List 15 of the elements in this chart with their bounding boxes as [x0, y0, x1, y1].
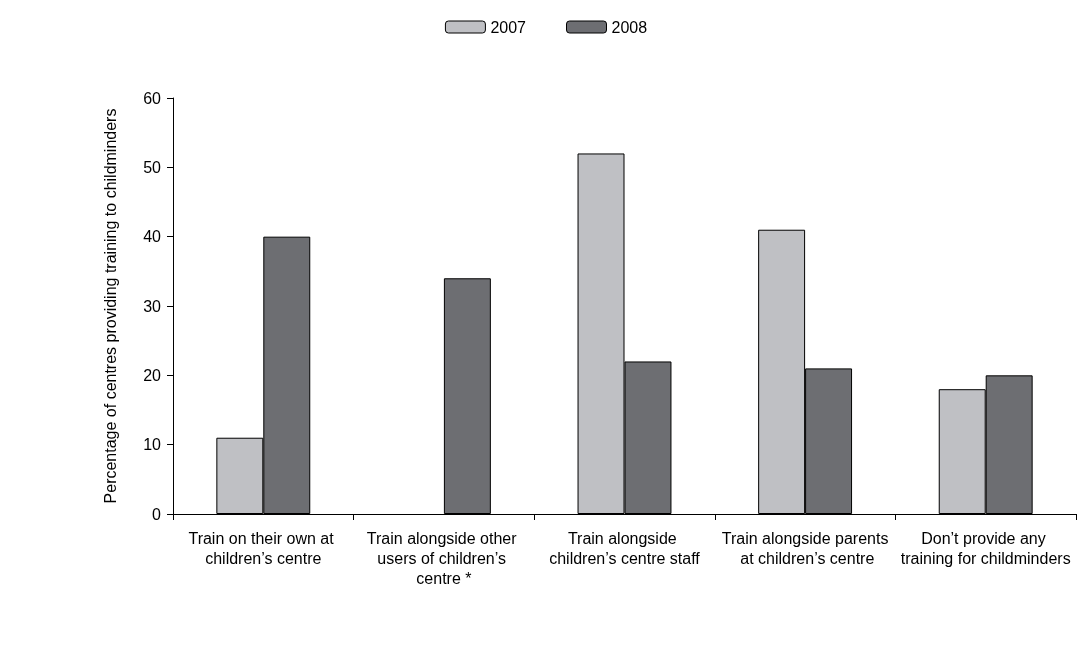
- x-tick-label: Don’t provide any training for childminders: [900, 529, 1071, 567]
- y-tick-label: 40: [143, 228, 162, 246]
- x-tick-label: Train alongside parents at children’s centre: [721, 529, 889, 567]
- x-tick-label: Train on their own at children’s centre: [188, 529, 339, 567]
- x-tick-label: Train alongside other users of children’s centre *: [366, 529, 521, 587]
- y-tick-label: 60: [143, 89, 162, 107]
- legend-label: 2008: [611, 18, 648, 36]
- y-axis-title: Percentage of centres providing training to childminders: [101, 108, 119, 504]
- legend-label: 2007: [490, 18, 527, 36]
- y-tick-label: 30: [143, 297, 162, 315]
- x-tick-label: Train alongside children’s centre staff: [549, 529, 701, 567]
- y-tick-label: 0: [152, 505, 162, 523]
- y-tick-label: 10: [143, 436, 162, 454]
- y-tick-label: 20: [143, 366, 162, 384]
- y-tick-label: 50: [143, 158, 162, 176]
